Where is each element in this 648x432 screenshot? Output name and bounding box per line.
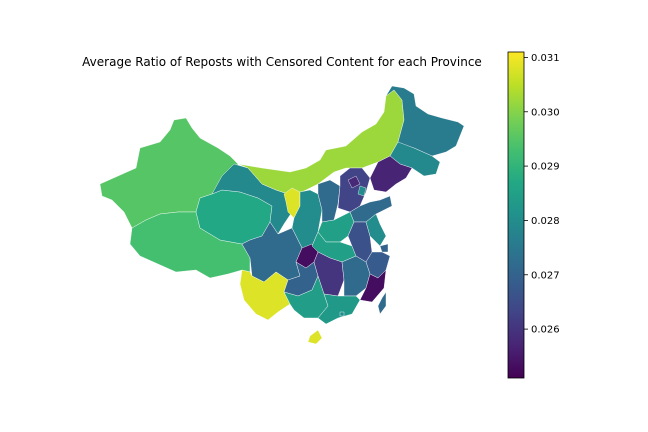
colorbar-tick-label: 0.029 bbox=[531, 162, 560, 173]
colorbar: 0.026 0.027 0.028 0.029 0.030 0.031 bbox=[507, 51, 560, 379]
colorbar-tick-label: 0.026 bbox=[531, 325, 560, 336]
province-guangdong bbox=[317, 293, 361, 325]
province-hainan bbox=[307, 329, 323, 345]
colorbar-tick-label: 0.030 bbox=[531, 107, 560, 118]
colorbar-gradient bbox=[507, 51, 525, 379]
province-shanxi bbox=[317, 179, 341, 223]
colorbar-tick-label: 0.027 bbox=[531, 270, 560, 281]
province-beijing bbox=[347, 175, 361, 189]
map bbox=[99, 85, 465, 345]
colorbar-ticks: 0.026 0.027 0.028 0.029 0.030 0.031 bbox=[524, 53, 560, 336]
chart-title: Average Ratio of Reposts with Censored C… bbox=[82, 55, 482, 69]
province-jiangsu bbox=[365, 213, 387, 247]
province-heilongjiang bbox=[385, 85, 465, 157]
province-tianjin bbox=[357, 185, 367, 197]
province-liaoning bbox=[369, 155, 413, 193]
province-fujian bbox=[359, 269, 387, 303]
colorbar-tick-label: 0.031 bbox=[531, 53, 560, 64]
colorbar-tick-label: 0.028 bbox=[531, 216, 560, 227]
province-hebei bbox=[337, 167, 371, 213]
province-gansu bbox=[211, 163, 293, 235]
province-hong-kong bbox=[339, 311, 345, 317]
province-taiwan bbox=[377, 291, 387, 315]
province-shanghai bbox=[379, 243, 389, 253]
